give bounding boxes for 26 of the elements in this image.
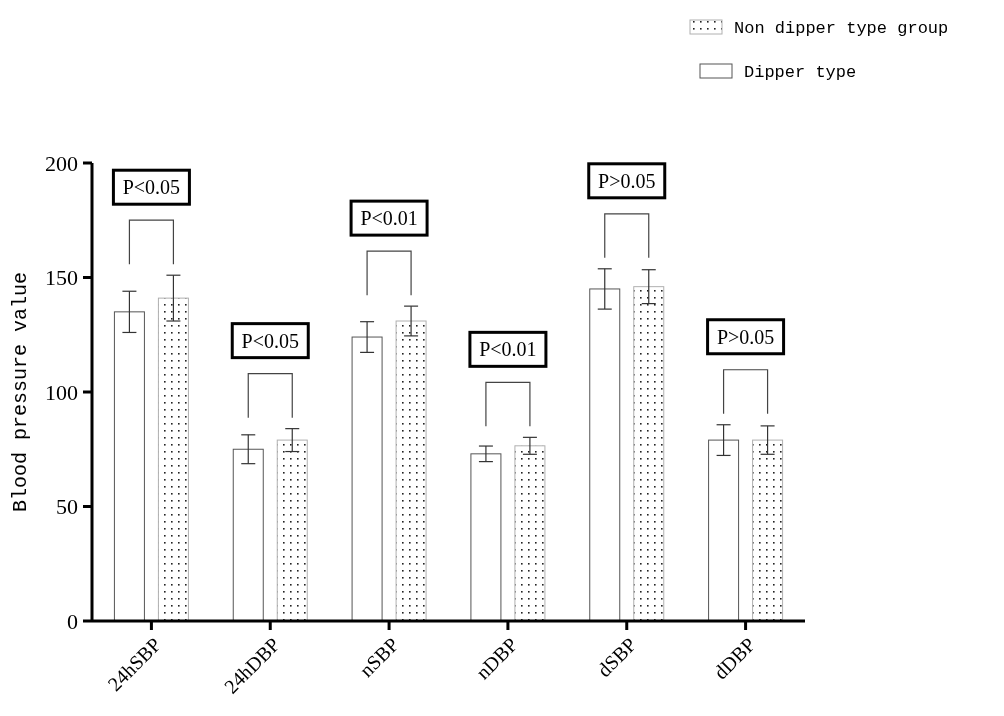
y-tick-label: 200 xyxy=(45,150,78,176)
bar xyxy=(514,445,546,622)
bar xyxy=(395,320,427,622)
bar xyxy=(752,439,784,622)
y-tick-label: 100 xyxy=(45,379,78,405)
bar xyxy=(470,453,502,622)
bar xyxy=(232,448,264,622)
bar xyxy=(633,286,665,622)
y-tick-label: 0 xyxy=(67,608,78,634)
y-axis-title: Blood pressure value xyxy=(9,271,32,513)
y-tick-label: 150 xyxy=(45,265,78,291)
annotation: P>0.05 xyxy=(716,325,775,348)
legend-label: Non dipper type group xyxy=(734,18,949,38)
annotation: P<0.05 xyxy=(241,329,299,352)
annotation: P<0.01 xyxy=(479,338,537,361)
bar xyxy=(351,336,383,622)
annotation: P>0.05 xyxy=(598,169,656,192)
bar xyxy=(113,311,145,622)
bar xyxy=(708,439,740,622)
legend-label: Dipper type xyxy=(744,62,857,82)
bar xyxy=(589,288,621,622)
annotation: P<0.01 xyxy=(360,207,418,230)
bar xyxy=(157,297,189,622)
annotation: P<0.05 xyxy=(122,176,181,199)
bar xyxy=(276,439,308,622)
y-tick-label: 50 xyxy=(56,494,78,520)
